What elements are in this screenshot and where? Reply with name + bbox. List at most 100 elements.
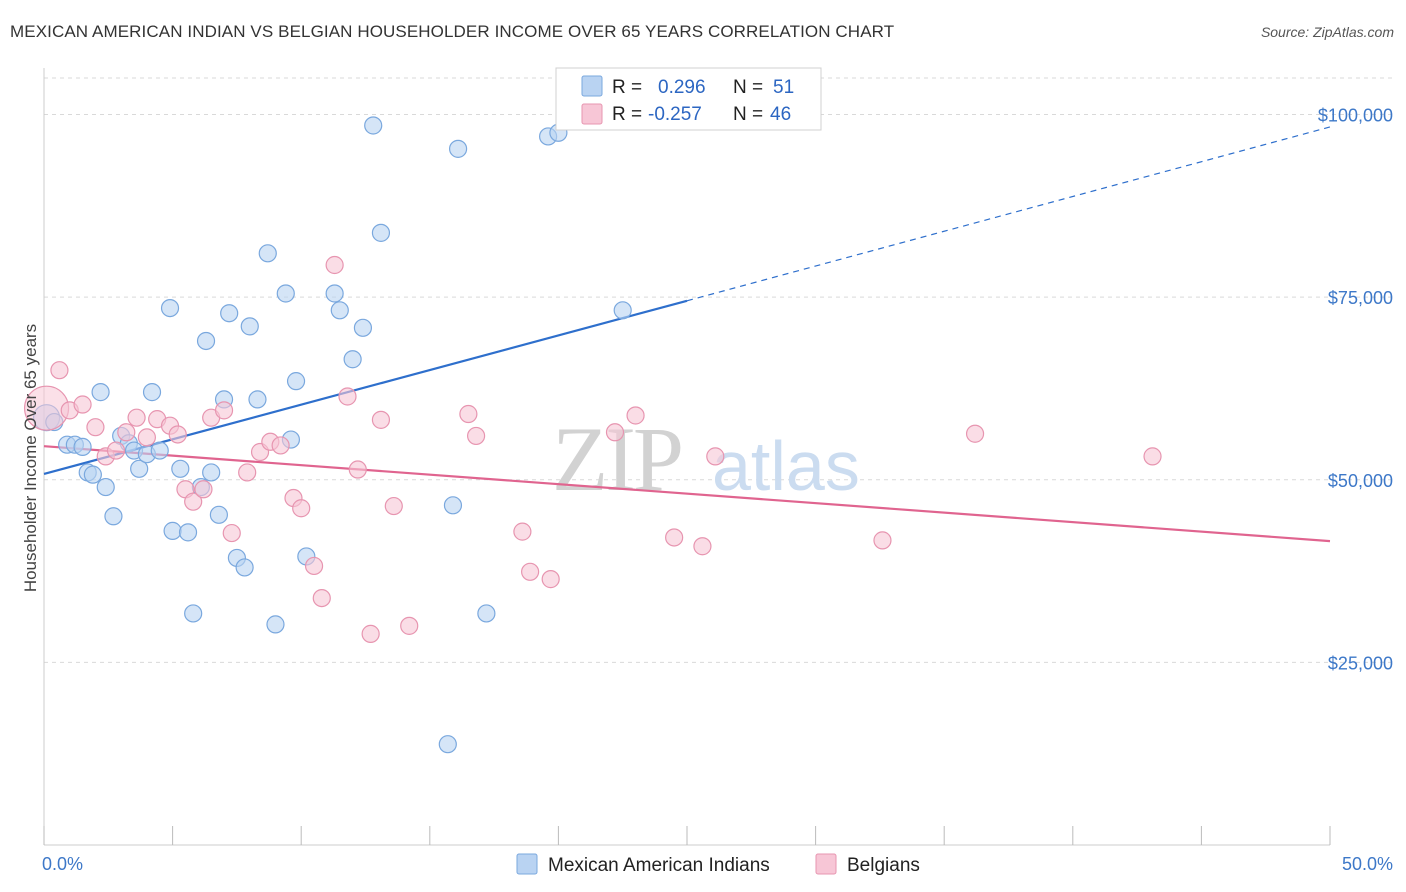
point-belgians [361,624,380,643]
point-mexican-american-indians [91,383,110,402]
point-mexican-american-indians [371,223,391,242]
point-mexican-american-indians [96,477,115,497]
point-mexican-american-indians [276,284,295,303]
point-belgians [513,522,532,541]
bottom-legend: Mexican American Indians Belgians [516,853,920,876]
point-belgians [222,523,241,543]
point-mexican-american-indians [163,521,182,540]
y-axis-label: Householder Income Over 65 years [21,324,40,592]
point-belgians [50,361,69,380]
point-mexican-american-indians [258,244,277,263]
point-mexican-american-indians [184,604,203,623]
point-belgians [168,425,187,444]
point-mexican-american-indians [196,331,216,351]
legend-n-label-1: N = [733,77,763,98]
legend-n-value-1: 51 [773,77,794,98]
point-mexican-american-indians [240,317,259,336]
point-belgians [271,436,290,455]
point-mexican-american-indians [325,284,344,303]
point-belgians [338,387,357,406]
point-belgians [1143,447,1162,466]
y-tick-label: $100,000 [1318,106,1393,126]
point-belgians [325,255,344,275]
bottom-legend-label-pink: Belgians [847,855,920,876]
watermark-zip: ZIP [552,408,681,510]
point-belgians [626,406,645,425]
point-mexican-american-indians [266,615,285,634]
point-belgians [466,426,486,446]
legend: R = 0.296 N = 51 R = -0.257 N = 46 [555,67,822,131]
chart-title: MEXICAN AMERICAN INDIAN VS BELGIAN HOUSE… [10,22,895,41]
point-belgians [194,480,213,499]
legend-r-label-2: R = [612,104,642,125]
bottom-legend-swatch-pink [815,853,837,875]
watermark: ZIP atlas [552,408,860,510]
point-mexican-american-indians [330,301,349,320]
point-mexican-american-indians [142,383,162,402]
point-mexican-american-indians [477,604,496,623]
point-mexican-american-indians [343,350,362,369]
point-belgians [292,499,311,518]
point-belgians [873,531,892,550]
point-mexican-american-indians [235,558,254,577]
legend-r-value-2: -0.257 [648,104,702,125]
source-credit: Source: ZipAtlas.com [1260,24,1394,40]
point-mexican-american-indians [202,463,221,482]
point-belgians [127,408,146,427]
trend-lines [43,126,1331,543]
point-belgians [304,556,324,576]
legend-r-label-1: R = [612,77,642,98]
point-belgians [348,460,367,479]
point-belgians [521,562,540,581]
bottom-legend-label-blue: Mexican American Indians [548,855,770,876]
point-belgians [184,492,203,511]
point-mexican-american-indians [438,735,457,754]
point-mexican-american-indians [160,299,180,318]
point-mexican-american-indians [178,523,198,542]
point-mexican-american-indians [248,390,267,409]
y-tick-label: $50,000 [1328,471,1393,491]
legend-r-value-1: 0.296 [658,77,706,98]
data-points [23,116,1162,754]
bottom-legend-swatch-blue [516,853,538,875]
point-mexican-american-indians [73,437,92,456]
point-belgians [312,588,331,608]
point-belgians [541,570,560,589]
point-belgians [693,537,712,556]
point-belgians [86,418,105,437]
trend-line-mexican-american-indians-extension [686,126,1331,302]
x-tick-label-max: 50.0% [1342,854,1393,874]
point-belgians [238,463,257,482]
point-mexican-american-indians [83,465,102,484]
point-belgians [137,428,156,447]
point-belgians [371,410,391,429]
point-belgians [214,401,234,420]
legend-swatch-pink [581,103,603,125]
legend-swatch-blue [581,75,603,97]
point-mexican-american-indians [220,304,239,323]
point-belgians [400,616,419,635]
watermark-atlas: atlas [712,427,860,505]
point-mexican-american-indians [286,372,306,391]
point-mexican-american-indians [443,496,463,515]
point-mexican-american-indians [150,441,169,460]
y-tick-labels: $25,000 $50,000 $75,000 $100,000 [1318,106,1393,674]
point-mexican-american-indians [171,459,190,478]
point-mexican-american-indians [104,507,123,526]
point-mexican-american-indians [353,318,373,337]
axes [43,68,1331,846]
point-belgians [117,423,136,442]
legend-n-value-2: 46 [770,104,791,125]
point-belgians [965,424,985,443]
y-tick-label: $25,000 [1328,653,1393,673]
point-belgians [73,395,92,414]
point-mexican-american-indians [613,301,632,320]
point-mexican-american-indians [130,459,149,478]
point-mexican-american-indians [364,116,383,135]
point-belgians [384,496,403,516]
point-belgians [665,528,684,547]
point-mexican-american-indians [209,505,228,524]
point-belgians [106,441,126,460]
legend-n-label-2: N = [733,104,763,125]
